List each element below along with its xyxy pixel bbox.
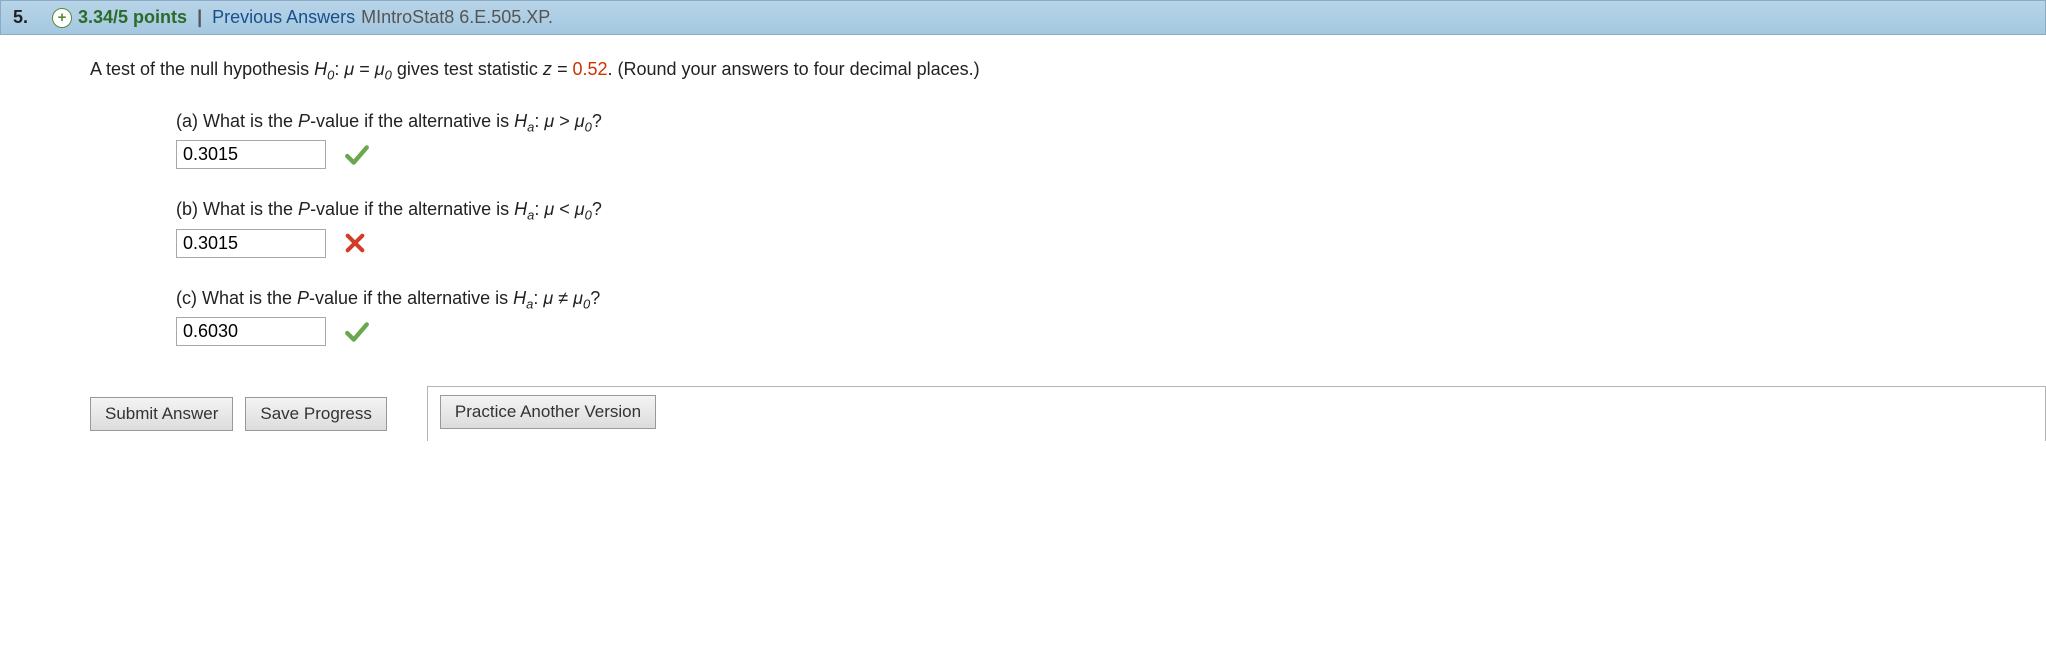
action-button-row: Submit Answer Save Progress Practice Ano… [0,386,2046,441]
part-a-input[interactable] [176,140,326,169]
part-c-input[interactable] [176,317,326,346]
z-value: 0.52 [572,59,607,79]
points-text: 3.34/5 points [78,7,187,28]
save-progress-button[interactable]: Save Progress [245,397,387,431]
question-content: A test of the null hypothesis H0: μ = μ0… [0,35,2046,346]
part-c-answer-row [176,317,1956,346]
part-a-prompt: (a) What is the P-value if the alternati… [176,111,1956,135]
part-b: (b) What is the P-value if the alternati… [176,199,1956,258]
h0-symbol: H0 [314,59,334,79]
prompt-prefix: A test of the null hypothesis [90,59,314,79]
expand-plus-icon[interactable]: + [52,8,72,28]
part-c-prompt: (c) What is the P-value if the alternati… [176,288,1956,312]
previous-answers-link[interactable]: Previous Answers [212,7,355,28]
submit-answer-button[interactable]: Submit Answer [90,397,233,431]
question-number: 5. [13,7,28,28]
question-reference: MIntroStat8 6.E.505.XP. [361,7,553,28]
part-b-input[interactable] [176,229,326,258]
cross-icon [344,232,366,254]
header-divider: | [197,7,202,28]
part-a: (a) What is the P-value if the alternati… [176,111,1956,170]
part-b-answer-row [176,229,1956,258]
question-header: 5. + 3.34/5 points | Previous Answers MI… [0,0,2046,35]
practice-another-version-button[interactable]: Practice Another Version [440,395,656,429]
part-a-answer-row [176,140,1956,169]
part-b-prompt: (b) What is the P-value if the alternati… [176,199,1956,223]
practice-box: Practice Another Version [427,386,2046,441]
question-prompt: A test of the null hypothesis H0: μ = μ0… [90,59,1956,83]
check-icon [344,319,370,345]
z-equals: z = [543,59,573,79]
prompt-suffix: . (Round your answers to four decimal pl… [607,59,979,79]
mu-symbol: μ [344,59,354,79]
mu0-symbol: μ0 [375,59,392,79]
check-icon [344,142,370,168]
part-c: (c) What is the P-value if the alternati… [176,288,1956,347]
